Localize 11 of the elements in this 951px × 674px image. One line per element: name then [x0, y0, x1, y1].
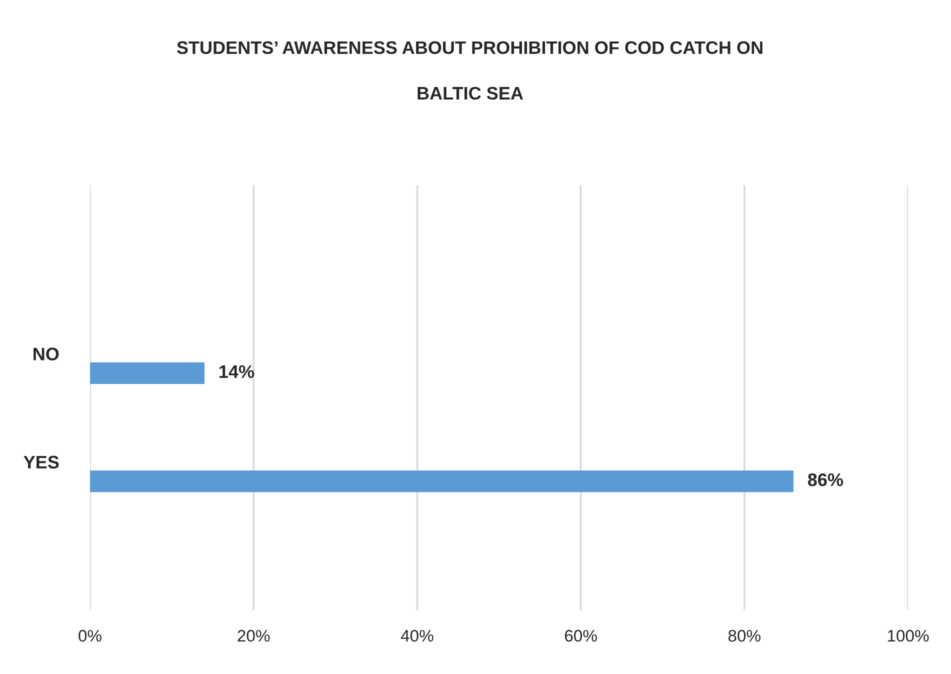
x-tick-label: 40% [400, 630, 434, 642]
x-tick-label: 80% [728, 630, 760, 642]
data-label: 86% [808, 473, 844, 486]
chart-title: STUDENTS’ AWARENESS ABOUT PROHIBITION OF COD CATCH ON BALTIC SEA [176, 41, 762, 100]
x-tick-label: 20% [238, 630, 270, 642]
y-tick-label: NO [34, 348, 59, 360]
y-tick-label: YES [24, 456, 59, 469]
data-label: 14% [220, 365, 254, 378]
x-tick-label: 100% [888, 630, 929, 642]
x-tick-label: 60% [564, 630, 597, 642]
x-tick-label: 0% [78, 630, 102, 642]
